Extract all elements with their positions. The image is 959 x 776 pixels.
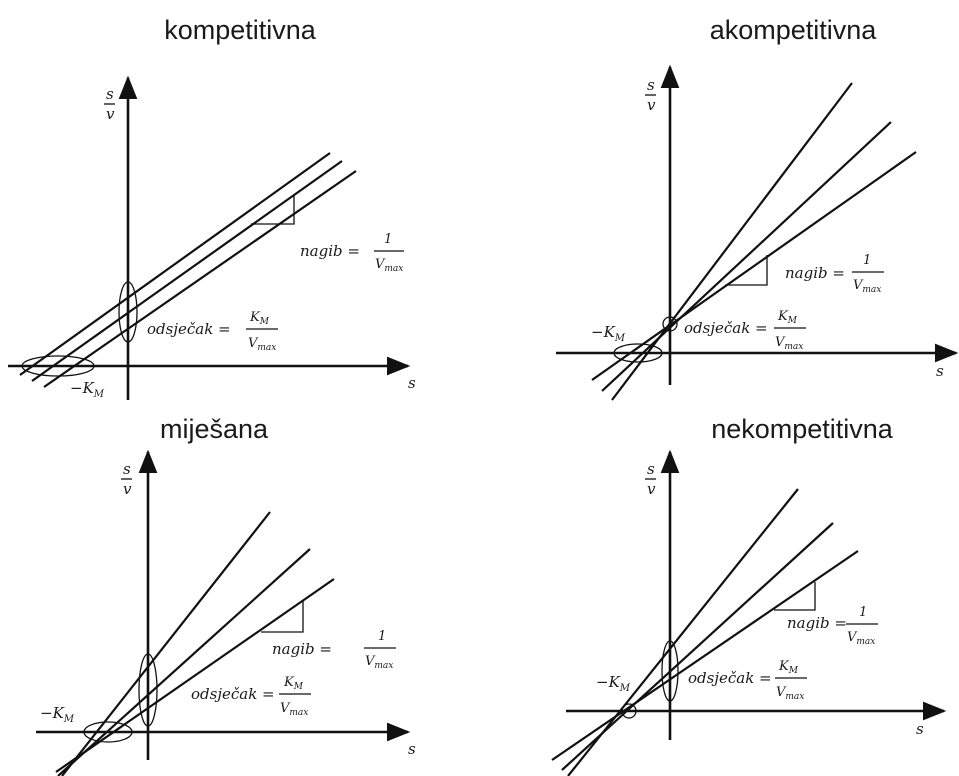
panel-title-mixed: miješana bbox=[160, 414, 269, 444]
intercept-fraction-den: Vmax bbox=[248, 336, 276, 353]
plot-line bbox=[61, 511, 271, 776]
x-axis-label: s bbox=[936, 362, 944, 380]
km-circle bbox=[621, 703, 637, 719]
km-label: −KM bbox=[40, 704, 75, 725]
y-axis-label-den: v bbox=[647, 480, 656, 498]
slope-fraction-den: Vmax bbox=[365, 654, 393, 671]
slope-label: nagib = bbox=[272, 640, 332, 658]
y-axis-label-num: s bbox=[647, 460, 655, 478]
slope-fraction-num: 1 bbox=[384, 232, 392, 247]
y-axis-label-num: s bbox=[647, 76, 655, 94]
plot-line bbox=[551, 550, 859, 761]
plot-line bbox=[43, 170, 357, 388]
slope-fraction-num: 1 bbox=[859, 605, 867, 620]
slope-fraction-num: 1 bbox=[863, 253, 871, 268]
intercept-fraction-den: Vmax bbox=[280, 701, 308, 718]
slope-label: nagib = bbox=[300, 242, 360, 260]
y-axis-label-num: s bbox=[123, 460, 131, 478]
panel-title-uncompetitive: akompetitivna bbox=[710, 15, 878, 45]
plot-line bbox=[561, 522, 834, 771]
y-axis-label-den: v bbox=[647, 96, 656, 114]
km-label: −KM bbox=[70, 379, 105, 400]
plot-line bbox=[31, 160, 343, 382]
km-label: −KM bbox=[596, 673, 631, 694]
slope-fraction-num: 1 bbox=[378, 629, 386, 644]
panel-title-competitive: kompetitivna bbox=[164, 15, 317, 45]
intercept-circle bbox=[662, 316, 678, 332]
intercept-fraction-den: Vmax bbox=[776, 685, 804, 702]
km-ellipse bbox=[613, 343, 663, 363]
plot-line bbox=[611, 82, 853, 401]
slope-label: nagib = bbox=[785, 264, 845, 282]
intercept-fraction-num: KM bbox=[249, 310, 270, 327]
km-label: −KM bbox=[591, 323, 626, 344]
x-axis-label: s bbox=[408, 374, 416, 392]
panel-mixed: miješana s v s −KM nagib = 1 Vmax odsječ… bbox=[36, 414, 416, 776]
intercept-fraction-num: KM bbox=[778, 659, 799, 676]
plot-line bbox=[57, 548, 311, 776]
slope-triangle bbox=[251, 195, 295, 225]
slope-label: nagib = bbox=[787, 614, 847, 632]
km-ellipse bbox=[21, 355, 95, 377]
y-axis-label-den: v bbox=[123, 480, 132, 498]
x-axis-label: s bbox=[408, 740, 416, 758]
slope-fraction-den: Vmax bbox=[375, 257, 403, 274]
intercept-label: odsječak = bbox=[147, 320, 231, 338]
intercept-ellipse bbox=[661, 640, 679, 702]
y-axis-label-num: s bbox=[106, 85, 114, 103]
y-axis-label-den: v bbox=[106, 105, 115, 123]
slope-triangle bbox=[725, 255, 768, 286]
panel-uncompetitive: akompetitivna s v s −KM nagib = 1 Vmax o… bbox=[556, 15, 959, 401]
panel-competitive: kompetitivna s v s −KM nagib = 1 Vmax od… bbox=[8, 15, 416, 400]
intercept-fraction-den: Vmax bbox=[775, 335, 803, 352]
intercept-label: odsječak = bbox=[684, 319, 768, 337]
slope-triangle bbox=[774, 582, 816, 611]
plot-line bbox=[55, 578, 335, 773]
plot-line bbox=[601, 121, 892, 392]
intercept-label: odsječak = bbox=[688, 669, 772, 687]
panel-title-noncompetitive: nekompetitivna bbox=[711, 414, 894, 444]
intercept-fraction-num: KM bbox=[777, 309, 798, 326]
intercept-label: odsječak = bbox=[191, 685, 275, 703]
plot-line bbox=[19, 152, 331, 376]
intercept-ellipse bbox=[118, 281, 138, 343]
slope-triangle bbox=[261, 601, 304, 633]
intercept-fraction-num: KM bbox=[283, 675, 304, 692]
slope-fraction-den: Vmax bbox=[847, 630, 875, 647]
slope-fraction-den: Vmax bbox=[853, 278, 881, 295]
panel-noncompetitive: nekompetitivna s v s −KM nagib = 1 Vmax … bbox=[551, 414, 947, 776]
intercept-ellipse bbox=[138, 653, 158, 727]
x-axis-label: s bbox=[916, 720, 924, 738]
km-ellipse bbox=[83, 721, 133, 743]
plot-line bbox=[591, 151, 917, 381]
